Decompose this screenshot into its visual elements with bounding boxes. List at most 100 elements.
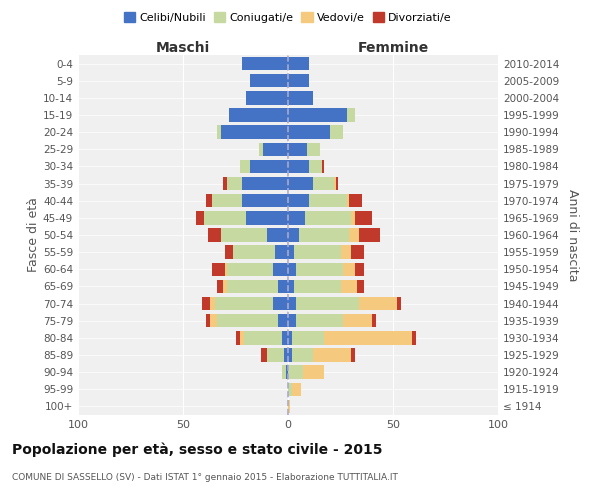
Bar bbox=[221, 228, 267, 241]
Bar bbox=[296, 297, 359, 310]
Bar bbox=[296, 314, 343, 328]
Text: COMUNE DI SASSELLO (SV) - Dati ISTAT 1° gennaio 2015 - Elaborazione TUTTITALIA.I: COMUNE DI SASSELLO (SV) - Dati ISTAT 1° … bbox=[12, 472, 398, 482]
Bar bbox=[240, 160, 250, 173]
Bar bbox=[246, 91, 288, 104]
Bar bbox=[260, 348, 267, 362]
Bar bbox=[324, 331, 412, 344]
Bar bbox=[217, 126, 221, 139]
Bar bbox=[347, 194, 349, 207]
Bar bbox=[309, 160, 322, 173]
Bar bbox=[288, 366, 303, 379]
Bar bbox=[217, 314, 277, 328]
Bar bbox=[288, 297, 296, 310]
Bar bbox=[349, 194, 362, 207]
Bar bbox=[341, 280, 358, 293]
Bar bbox=[225, 262, 227, 276]
Bar bbox=[288, 246, 295, 259]
Bar bbox=[267, 228, 288, 241]
Bar bbox=[288, 74, 309, 88]
Bar bbox=[288, 142, 307, 156]
Bar bbox=[322, 160, 324, 173]
Bar bbox=[233, 246, 275, 259]
Bar bbox=[292, 348, 313, 362]
Bar bbox=[206, 194, 212, 207]
Bar bbox=[295, 280, 341, 293]
Text: Maschi: Maschi bbox=[156, 41, 210, 55]
Bar bbox=[412, 331, 416, 344]
Bar bbox=[277, 314, 288, 328]
Text: Popolazione per età, sesso e stato civile - 2015: Popolazione per età, sesso e stato civil… bbox=[12, 442, 383, 457]
Bar bbox=[288, 194, 309, 207]
Bar bbox=[284, 348, 288, 362]
Bar bbox=[288, 211, 305, 224]
Bar bbox=[288, 108, 347, 122]
Bar bbox=[296, 262, 343, 276]
Bar bbox=[282, 331, 288, 344]
Y-axis label: Anni di nascita: Anni di nascita bbox=[566, 188, 579, 281]
Bar bbox=[343, 314, 372, 328]
Bar bbox=[196, 211, 204, 224]
Bar bbox=[299, 228, 349, 241]
Bar bbox=[337, 177, 338, 190]
Bar bbox=[358, 280, 364, 293]
Bar bbox=[227, 262, 274, 276]
Bar bbox=[221, 126, 288, 139]
Bar bbox=[282, 366, 286, 379]
Bar bbox=[286, 366, 288, 379]
Bar bbox=[397, 297, 401, 310]
Bar bbox=[215, 297, 274, 310]
Bar bbox=[288, 160, 309, 173]
Bar bbox=[303, 366, 324, 379]
Bar bbox=[330, 126, 343, 139]
Bar bbox=[288, 228, 299, 241]
Bar bbox=[235, 331, 240, 344]
Bar bbox=[223, 177, 227, 190]
Bar bbox=[295, 246, 341, 259]
Bar bbox=[359, 297, 397, 310]
Bar bbox=[244, 331, 282, 344]
Bar bbox=[355, 262, 364, 276]
Bar bbox=[313, 348, 351, 362]
Bar bbox=[351, 211, 355, 224]
Bar bbox=[372, 314, 376, 328]
Bar bbox=[250, 74, 288, 88]
Bar bbox=[263, 142, 288, 156]
Bar bbox=[246, 211, 288, 224]
Bar bbox=[240, 331, 244, 344]
Bar bbox=[343, 262, 355, 276]
Bar bbox=[277, 280, 288, 293]
Bar bbox=[242, 177, 288, 190]
Bar bbox=[227, 280, 277, 293]
Bar bbox=[288, 314, 296, 328]
Bar bbox=[288, 177, 313, 190]
Bar bbox=[334, 177, 337, 190]
Bar bbox=[212, 194, 242, 207]
Bar bbox=[292, 382, 301, 396]
Bar bbox=[351, 246, 364, 259]
Bar bbox=[347, 108, 355, 122]
Bar bbox=[288, 280, 295, 293]
Bar bbox=[275, 246, 288, 259]
Bar bbox=[292, 331, 324, 344]
Bar bbox=[227, 177, 242, 190]
Bar bbox=[211, 297, 215, 310]
Bar bbox=[288, 262, 296, 276]
Bar bbox=[204, 211, 246, 224]
Text: Femmine: Femmine bbox=[358, 41, 428, 55]
Bar bbox=[259, 142, 263, 156]
Bar bbox=[341, 246, 351, 259]
Bar bbox=[359, 228, 380, 241]
Bar bbox=[288, 382, 292, 396]
Bar bbox=[208, 228, 221, 241]
Bar bbox=[288, 57, 309, 70]
Bar bbox=[242, 194, 288, 207]
Bar bbox=[351, 348, 355, 362]
Bar bbox=[223, 280, 227, 293]
Bar bbox=[212, 262, 225, 276]
Bar bbox=[217, 280, 223, 293]
Bar bbox=[288, 400, 290, 413]
Bar bbox=[288, 126, 330, 139]
Bar bbox=[202, 297, 210, 310]
Bar bbox=[250, 160, 288, 173]
Legend: Celibi/Nubili, Coniugati/e, Vedovi/e, Divorziati/e: Celibi/Nubili, Coniugati/e, Vedovi/e, Di… bbox=[120, 8, 456, 28]
